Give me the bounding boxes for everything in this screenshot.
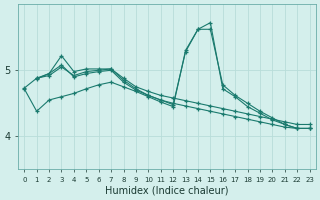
X-axis label: Humidex (Indice chaleur): Humidex (Indice chaleur) bbox=[105, 186, 229, 196]
